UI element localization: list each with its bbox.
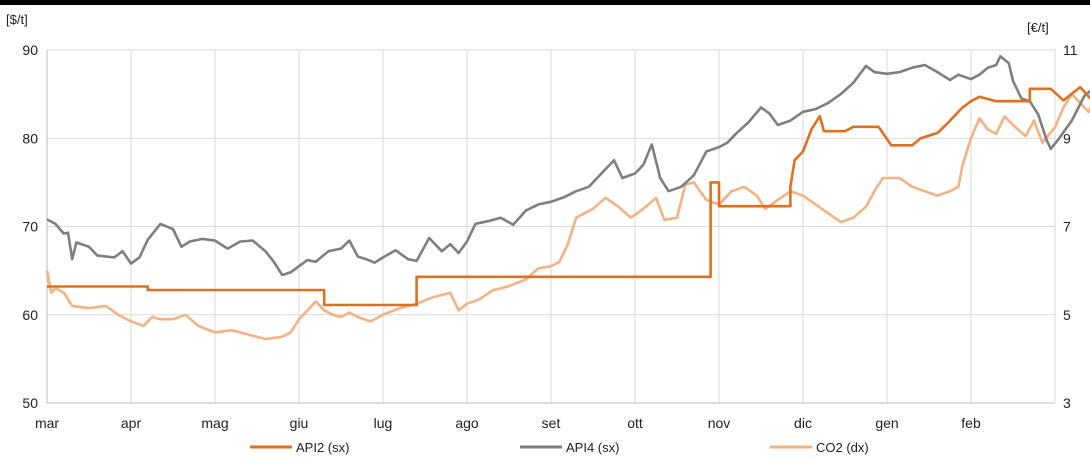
y-right-tick-label: 5: [1063, 307, 1071, 323]
series-line-0: [47, 85, 1090, 307]
legend-label: API2 (sx): [296, 440, 349, 455]
left-axis-unit: [$/t]: [6, 12, 28, 27]
legend-label: API4 (sx): [566, 440, 619, 455]
x-tick-label: dic: [794, 415, 812, 431]
y-left-tick-label: 90: [22, 42, 38, 58]
top-border: [0, 0, 1090, 5]
x-tick-label: gen: [875, 415, 898, 431]
x-tick-label: nov: [708, 415, 731, 431]
x-tick-label: apr: [121, 415, 142, 431]
axis-ticks: 50 3 60 5 70 7 80 9 90 11 mar apr mag giu lug ago set ott…: [22, 42, 1077, 431]
y-right-tick-label: 11: [1063, 42, 1078, 58]
x-tick-label: giu: [290, 415, 309, 431]
x-tick-label: mar: [35, 415, 59, 431]
y-left-tick-label: 50: [22, 395, 38, 411]
series-line-1: [46, 54, 1090, 277]
legend-label: CO2 (dx): [816, 440, 869, 455]
x-tick-label: lug: [374, 415, 393, 431]
y-left-tick-label: 80: [22, 130, 38, 146]
right-axis-unit: [€/t]: [1027, 20, 1049, 35]
y-left-tick-label: 60: [22, 307, 38, 323]
grid-lines: [46, 49, 1056, 404]
x-tick-label: ott: [627, 415, 643, 431]
y-right-tick-label: 3: [1063, 395, 1071, 411]
legend: API2 (sx) API4 (sx) CO2 (dx): [250, 440, 869, 455]
x-tick-label: feb: [961, 415, 981, 431]
y-left-tick-label: 70: [22, 219, 38, 235]
series-lines: [45, 54, 1090, 341]
y-right-tick-label: 9: [1063, 130, 1071, 146]
series-line-2: [45, 92, 1090, 341]
x-tick-label: ago: [455, 415, 479, 431]
x-tick-label: mag: [201, 415, 228, 431]
y-right-tick-label: 7: [1063, 219, 1071, 235]
x-tick-label: set: [542, 415, 561, 431]
